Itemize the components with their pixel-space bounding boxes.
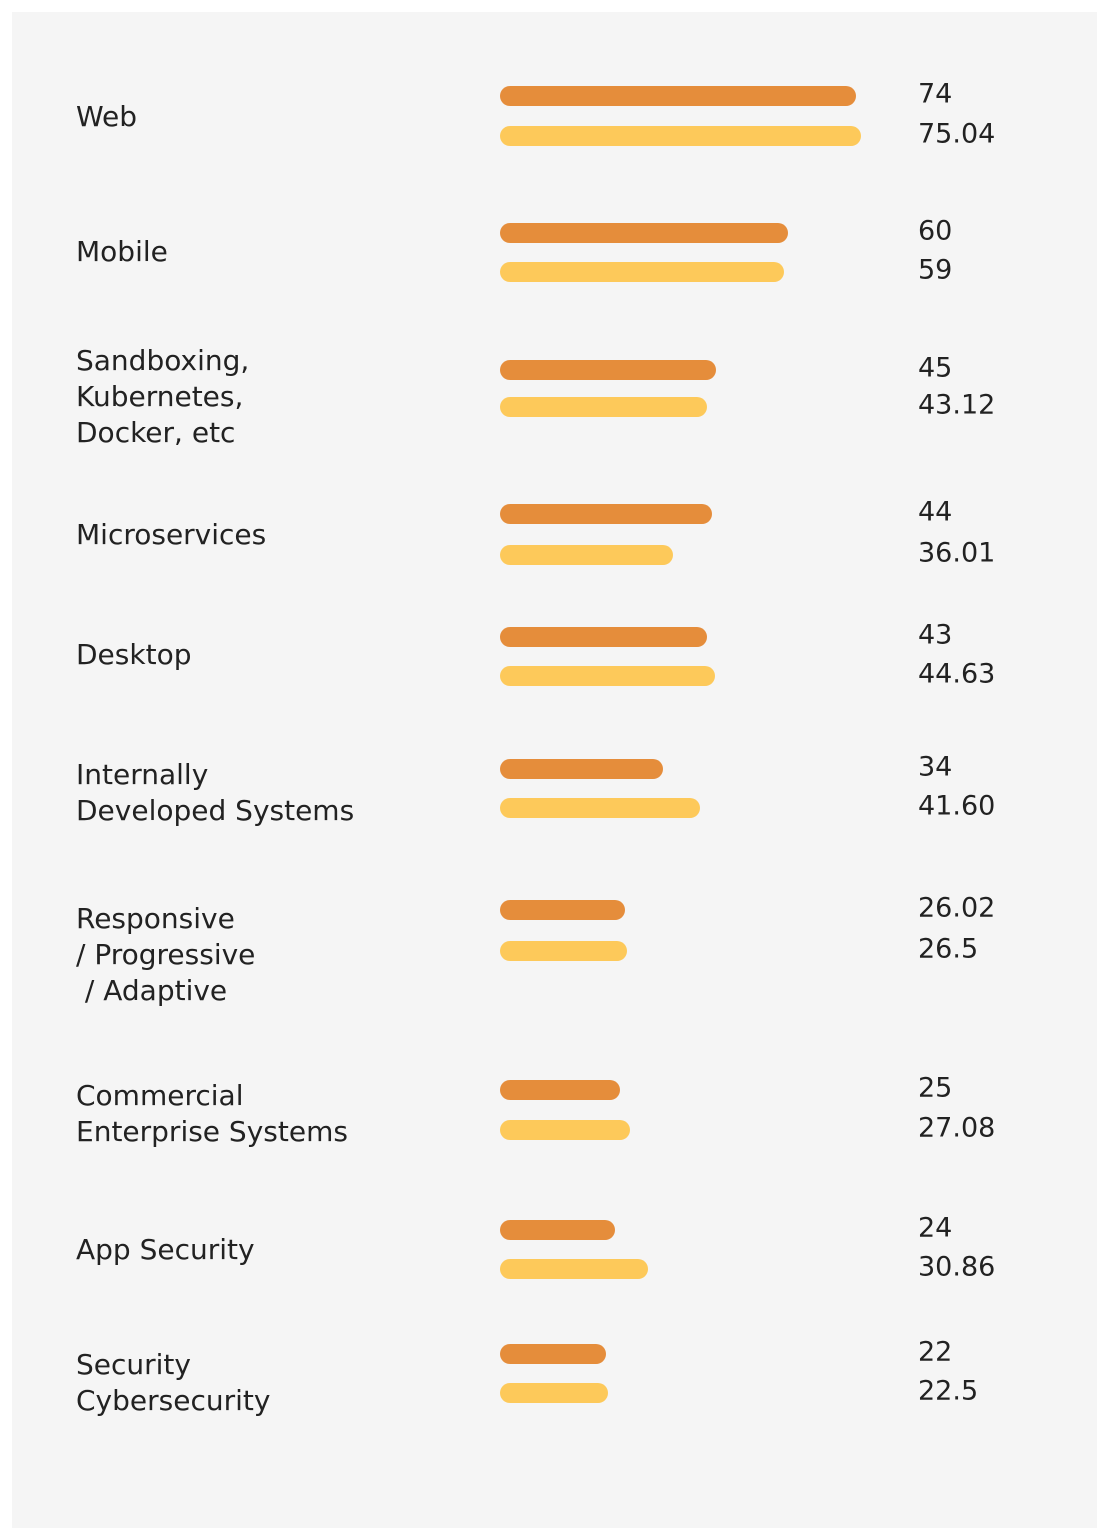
value-label: 74 xyxy=(918,78,953,110)
value-label: 25 xyxy=(918,1072,953,1104)
value-label: 45 xyxy=(918,352,953,384)
value-label: 60 xyxy=(918,215,953,247)
value-label: 36.01 xyxy=(918,537,996,569)
category-label: Internally Developed Systems xyxy=(76,758,355,827)
value-label: 22 xyxy=(918,1336,953,1368)
value-label: 22.5 xyxy=(918,1375,979,1407)
category-label: Security Cybersecurity xyxy=(76,1348,271,1417)
category-label: Responsive / Progressive / Adaptive xyxy=(76,902,256,1007)
category-label: Desktop xyxy=(76,638,192,671)
value-label: 44.63 xyxy=(918,658,996,690)
value-label: 30.86 xyxy=(918,1251,996,1283)
category-label: Web xyxy=(76,100,138,133)
value-label: 43 xyxy=(918,619,953,651)
bar xyxy=(500,666,715,686)
bar xyxy=(500,941,628,961)
bar xyxy=(500,262,784,282)
value-label: 26.02 xyxy=(918,892,996,924)
bar xyxy=(500,1080,621,1100)
bar xyxy=(500,1220,616,1240)
bar xyxy=(500,900,626,920)
bar xyxy=(500,759,664,779)
bar xyxy=(500,86,856,106)
value-label: 59 xyxy=(918,254,953,286)
bar xyxy=(500,360,717,380)
bar xyxy=(500,798,700,818)
bar xyxy=(500,397,708,417)
value-label: 26.5 xyxy=(918,933,979,965)
bar xyxy=(500,1344,606,1364)
bar xyxy=(500,504,712,524)
value-label: 75.04 xyxy=(918,118,996,150)
value-label: 24 xyxy=(918,1212,953,1244)
value-label: 27.08 xyxy=(918,1112,996,1144)
category-label: Commercial Enterprise Systems xyxy=(76,1079,348,1148)
value-label: 44 xyxy=(918,496,953,528)
bar xyxy=(500,1259,649,1279)
bar xyxy=(500,126,861,146)
chart-panel: Web 74 75.04 Mobile 60 59 Sandboxing, Kubernet… xyxy=(12,12,1097,1528)
bar xyxy=(500,545,674,565)
value-label: 41.60 xyxy=(918,790,996,822)
category-label: Sandboxing, Kubernetes, Docker, etc xyxy=(76,344,250,449)
value-label: 43.12 xyxy=(918,389,996,421)
category-label: Mobile xyxy=(76,235,168,268)
value-label: 34 xyxy=(918,751,953,783)
bar xyxy=(500,1383,609,1403)
category-label: App Security xyxy=(76,1233,255,1266)
category-label: Microservices xyxy=(76,518,267,551)
bar xyxy=(500,627,707,647)
bar xyxy=(500,1120,631,1140)
bar xyxy=(500,223,789,243)
